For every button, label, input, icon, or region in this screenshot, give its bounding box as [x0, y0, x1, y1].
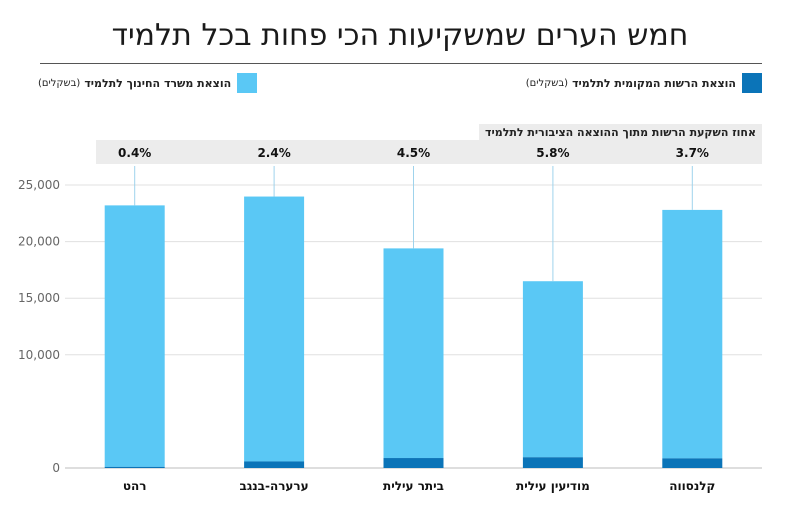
legend-municipal: הוצאת הרשות המקומית לתלמיד (בשקלים) — [526, 73, 762, 93]
bar-municipal — [662, 458, 723, 468]
y-tick-label: 20,000 — [18, 235, 60, 249]
y-tick-label: 25,000 — [18, 178, 60, 192]
y-tick-label: 0 — [52, 461, 60, 475]
legend-label-ministry: הוצאת משרד החינוך לתלמיד — [84, 76, 232, 90]
percent-label: 0.4% — [118, 146, 151, 160]
bar-municipal — [522, 457, 583, 468]
legend-unit-municipal: (בשקלים) — [525, 77, 569, 89]
title-divider — [40, 63, 762, 64]
y-tick-label: 15,000 — [18, 291, 60, 305]
category-label: רהט — [123, 479, 147, 493]
percent-label: 3.7% — [676, 146, 709, 160]
bar-municipal — [104, 466, 165, 468]
bar-ministry — [662, 209, 723, 459]
legend-label-municipal: הוצאת הרשות המקומית לתלמיד — [572, 76, 736, 90]
legend-swatch-municipal — [742, 73, 762, 93]
percent-label: 2.4% — [257, 146, 290, 160]
y-tick-label: 10,000 — [18, 348, 60, 362]
category-label: ביתר עילית — [383, 479, 444, 493]
category-label: מודיעין עילית — [516, 479, 590, 493]
bar-ministry — [244, 196, 305, 462]
percent-band — [96, 140, 762, 164]
legend-unit-ministry: (בשקלים) — [38, 77, 81, 89]
bar-ministry — [104, 205, 165, 467]
percent-label: 5.8% — [536, 146, 569, 160]
bar-ministry — [383, 248, 444, 459]
percent-title: אחוז השקעת הרשות מתוך ההוצאה הציבורית לת… — [479, 124, 762, 141]
percent-label: 4.5% — [397, 146, 430, 160]
legend-ministry: הוצאת משרד החינוך לתלמיד (בשקלים) — [38, 73, 258, 93]
bar-municipal — [244, 461, 305, 468]
bar-municipal — [383, 458, 444, 468]
legend-swatch-ministry — [237, 73, 258, 93]
bar-ministry — [522, 281, 583, 458]
category-label: קלנסווה — [669, 479, 715, 493]
category-label: ערערה-בנגב — [240, 479, 309, 493]
chart-title: חמש הערים שמשקיעות הכי פחות בכל תלמיד — [111, 18, 689, 53]
